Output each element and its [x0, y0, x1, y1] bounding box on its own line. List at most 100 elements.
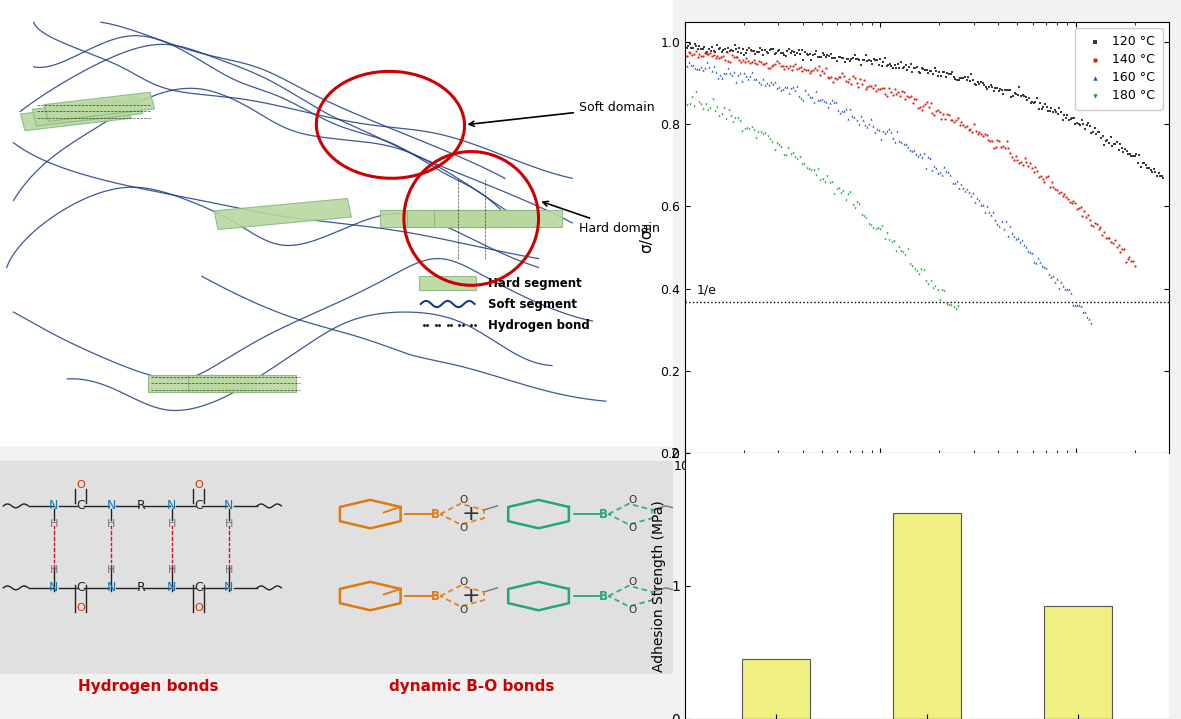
120 °C	[1069, 118, 1088, 129]
120 °C	[791, 48, 810, 60]
180 °C	[804, 165, 823, 176]
Text: O: O	[628, 495, 637, 505]
160 °C	[788, 81, 807, 92]
140 °C	[1027, 165, 1046, 177]
140 °C	[753, 58, 772, 70]
180 °C	[866, 223, 885, 234]
140 °C	[785, 58, 804, 69]
140 °C	[746, 58, 765, 69]
120 °C	[821, 48, 840, 60]
180 °C	[683, 91, 702, 102]
120 °C	[1039, 105, 1058, 116]
Text: O: O	[194, 480, 203, 490]
140 °C	[905, 93, 924, 105]
120 °C	[843, 52, 862, 64]
140 °C	[679, 46, 698, 58]
140 °C	[1069, 202, 1088, 214]
140 °C	[1013, 159, 1032, 170]
120 °C	[805, 48, 824, 60]
140 °C	[860, 80, 879, 91]
160 °C	[976, 206, 994, 217]
160 °C	[748, 73, 766, 85]
160 °C	[894, 138, 913, 150]
160 °C	[696, 62, 715, 73]
180 °C	[690, 96, 709, 108]
160 °C	[951, 178, 970, 189]
120 °C	[907, 61, 926, 73]
180 °C	[705, 106, 724, 117]
140 °C	[829, 71, 848, 83]
Polygon shape	[20, 101, 131, 131]
140 °C	[1048, 185, 1066, 196]
180 °C	[850, 198, 869, 209]
180 °C	[761, 133, 779, 145]
120 °C	[830, 51, 849, 63]
140 °C	[958, 121, 977, 132]
140 °C	[768, 55, 787, 66]
160 °C	[823, 94, 842, 106]
140 °C	[1122, 255, 1141, 267]
140 °C	[750, 55, 769, 67]
120 °C	[893, 63, 912, 74]
Text: H: H	[107, 565, 116, 575]
140 °C	[1016, 152, 1035, 164]
140 °C	[959, 124, 978, 136]
160 °C	[723, 69, 742, 81]
140 °C	[1089, 224, 1108, 235]
180 °C	[836, 194, 855, 206]
160 °C	[1004, 230, 1023, 242]
140 °C	[919, 101, 938, 113]
160 °C	[779, 87, 798, 99]
160 °C	[753, 73, 772, 85]
120 °C	[706, 46, 725, 58]
140 °C	[979, 134, 998, 146]
120 °C	[699, 44, 718, 55]
140 °C	[1006, 150, 1025, 162]
140 °C	[833, 67, 852, 78]
160 °C	[807, 86, 826, 97]
160 °C	[1074, 306, 1092, 318]
140 °C	[804, 64, 823, 75]
160 °C	[992, 216, 1011, 227]
180 °C	[781, 149, 800, 160]
120 °C	[951, 73, 970, 84]
140 °C	[782, 64, 801, 75]
140 °C	[1072, 210, 1091, 221]
140 °C	[843, 70, 862, 81]
140 °C	[777, 60, 796, 72]
120 °C	[1121, 148, 1140, 160]
120 °C	[1082, 128, 1101, 139]
Text: O: O	[459, 577, 468, 587]
140 °C	[1078, 209, 1097, 221]
120 °C	[882, 60, 901, 71]
140 °C	[1075, 206, 1094, 217]
Bar	[1044, 606, 1113, 719]
120 °C	[892, 56, 911, 68]
140 °C	[678, 50, 697, 61]
180 °C	[719, 104, 738, 116]
140 °C	[1113, 244, 1131, 255]
160 °C	[935, 161, 954, 173]
120 °C	[1055, 109, 1074, 121]
160 °C	[896, 139, 915, 150]
160 °C	[902, 145, 921, 157]
120 °C	[783, 45, 802, 56]
140 °C	[968, 128, 987, 139]
120 °C	[794, 55, 813, 66]
120 °C	[1090, 127, 1109, 138]
140 °C	[934, 109, 953, 120]
140 °C	[720, 56, 739, 68]
160 °C	[1078, 311, 1097, 323]
120 °C	[808, 51, 827, 63]
120 °C	[1000, 85, 1019, 96]
120 °C	[896, 59, 915, 70]
180 °C	[722, 110, 740, 122]
120 °C	[1031, 97, 1050, 109]
120 °C	[711, 42, 730, 54]
160 °C	[1033, 260, 1052, 272]
120 °C	[909, 66, 928, 78]
180 °C	[829, 182, 848, 193]
Polygon shape	[380, 210, 508, 227]
140 °C	[716, 55, 735, 66]
160 °C	[980, 206, 999, 218]
